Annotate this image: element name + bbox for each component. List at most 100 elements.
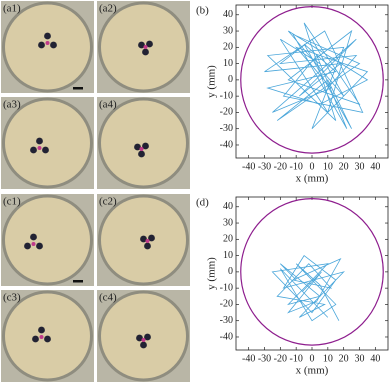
particle [30, 146, 37, 154]
particle [145, 239, 150, 243]
y-axis-label: y (mm) [206, 65, 218, 98]
dish [2, 1, 93, 93]
y-tick-label: -40 [220, 331, 233, 342]
x-tick-label: -30 [258, 161, 271, 172]
panel-label: (a3) [3, 99, 21, 111]
particle [140, 235, 147, 243]
particle [144, 333, 151, 341]
particle [38, 41, 45, 49]
y-tick-label: 40 [223, 201, 233, 212]
x-tick-label: 30 [355, 161, 365, 172]
photo-panel: (c1) [1, 194, 94, 286]
particle [50, 41, 57, 49]
particle [139, 147, 144, 151]
plot-frame [235, 196, 389, 351]
particle [30, 233, 37, 241]
x-tick-label: 0 [310, 353, 315, 364]
panel-label: (c2) [99, 196, 117, 208]
particle [142, 142, 149, 150]
particle [44, 335, 51, 343]
x-tick-label: -40 [242, 353, 255, 364]
x-tick-label: -40 [242, 161, 255, 172]
dish [98, 290, 189, 382]
y-tick-label: 30 [223, 217, 233, 228]
y-tick-label: -20 [220, 107, 233, 118]
x-tick-label: -10 [289, 353, 302, 364]
y-tick-label: -10 [220, 282, 233, 293]
particle [39, 335, 44, 339]
panel-label: (c3) [3, 292, 21, 304]
y-tick-label: 20 [223, 42, 233, 53]
trajectory [271, 255, 346, 322]
panel-label: (d) [196, 197, 209, 209]
x-tick-label: 20 [339, 353, 349, 364]
particle [143, 45, 148, 49]
particle [37, 146, 42, 150]
particle [36, 137, 43, 145]
x-tick-label: 30 [355, 353, 365, 364]
particle [24, 242, 31, 250]
y-tick-label: 10 [223, 58, 233, 69]
x-axis-label: x (mm) [296, 365, 329, 377]
photo-panel: (a4) [97, 97, 190, 189]
dish [98, 97, 189, 189]
particle [36, 242, 43, 250]
x-tick-label: -30 [258, 353, 271, 364]
y-tick-label: -10 [220, 90, 233, 101]
x-tick-label: 40 [370, 353, 380, 364]
y-tick-label: -30 [220, 315, 233, 326]
x-tick-label: 0 [310, 161, 315, 172]
x-tick-label: -20 [274, 353, 287, 364]
boundary [240, 198, 384, 346]
x-tick-label: -10 [289, 161, 302, 172]
y-tick-label: 30 [223, 25, 233, 36]
x-tick-label: -20 [274, 161, 287, 172]
particle [44, 32, 51, 40]
y-tick-label: -20 [220, 299, 233, 310]
y-tick-label: 20 [223, 234, 233, 245]
y-tick-label: 40 [223, 9, 233, 20]
photo-panel: (c4) [97, 290, 190, 382]
trajectory [264, 22, 369, 129]
particle [138, 41, 145, 49]
photo-panel: (a3) [1, 97, 94, 189]
photo-panel: (a2) [97, 1, 190, 93]
panel-label: (c4) [99, 292, 117, 304]
y-tick-label: 0 [228, 266, 233, 277]
particle [141, 338, 146, 342]
y-tick-label: -40 [220, 139, 233, 150]
y-axis-label: y (mm) [206, 257, 218, 290]
dish [2, 194, 93, 286]
panel-label: (a1) [3, 3, 21, 15]
y-tick-label: 10 [223, 250, 233, 261]
y-tick-label: 0 [228, 74, 233, 85]
panel-label: (a4) [99, 99, 117, 111]
particle [138, 150, 145, 158]
scale-bar [73, 280, 83, 283]
plot-frame [235, 4, 389, 159]
photo-panel: (c2) [97, 194, 190, 286]
particle [32, 335, 39, 343]
y-tick-label: -30 [220, 123, 233, 134]
x-tick-label: 40 [370, 161, 380, 172]
scale-bar [73, 87, 83, 90]
photo-panel: (a1) [1, 1, 94, 93]
particle [140, 341, 147, 349]
particle [148, 234, 155, 242]
particle [142, 48, 149, 56]
panel-label: (b) [196, 5, 209, 17]
photo-panel: (c3) [1, 290, 94, 382]
dish [2, 97, 93, 189]
particle [38, 326, 45, 334]
x-tick-label: 10 [323, 161, 333, 172]
panel-label: (c1) [3, 196, 21, 208]
x-tick-label: 20 [339, 161, 349, 172]
boundary [240, 6, 384, 154]
particle [144, 242, 151, 250]
particle [42, 146, 49, 154]
particle [31, 242, 36, 246]
particle [45, 41, 50, 45]
x-axis-label: x (mm) [296, 173, 329, 185]
x-tick-label: 10 [323, 353, 333, 364]
